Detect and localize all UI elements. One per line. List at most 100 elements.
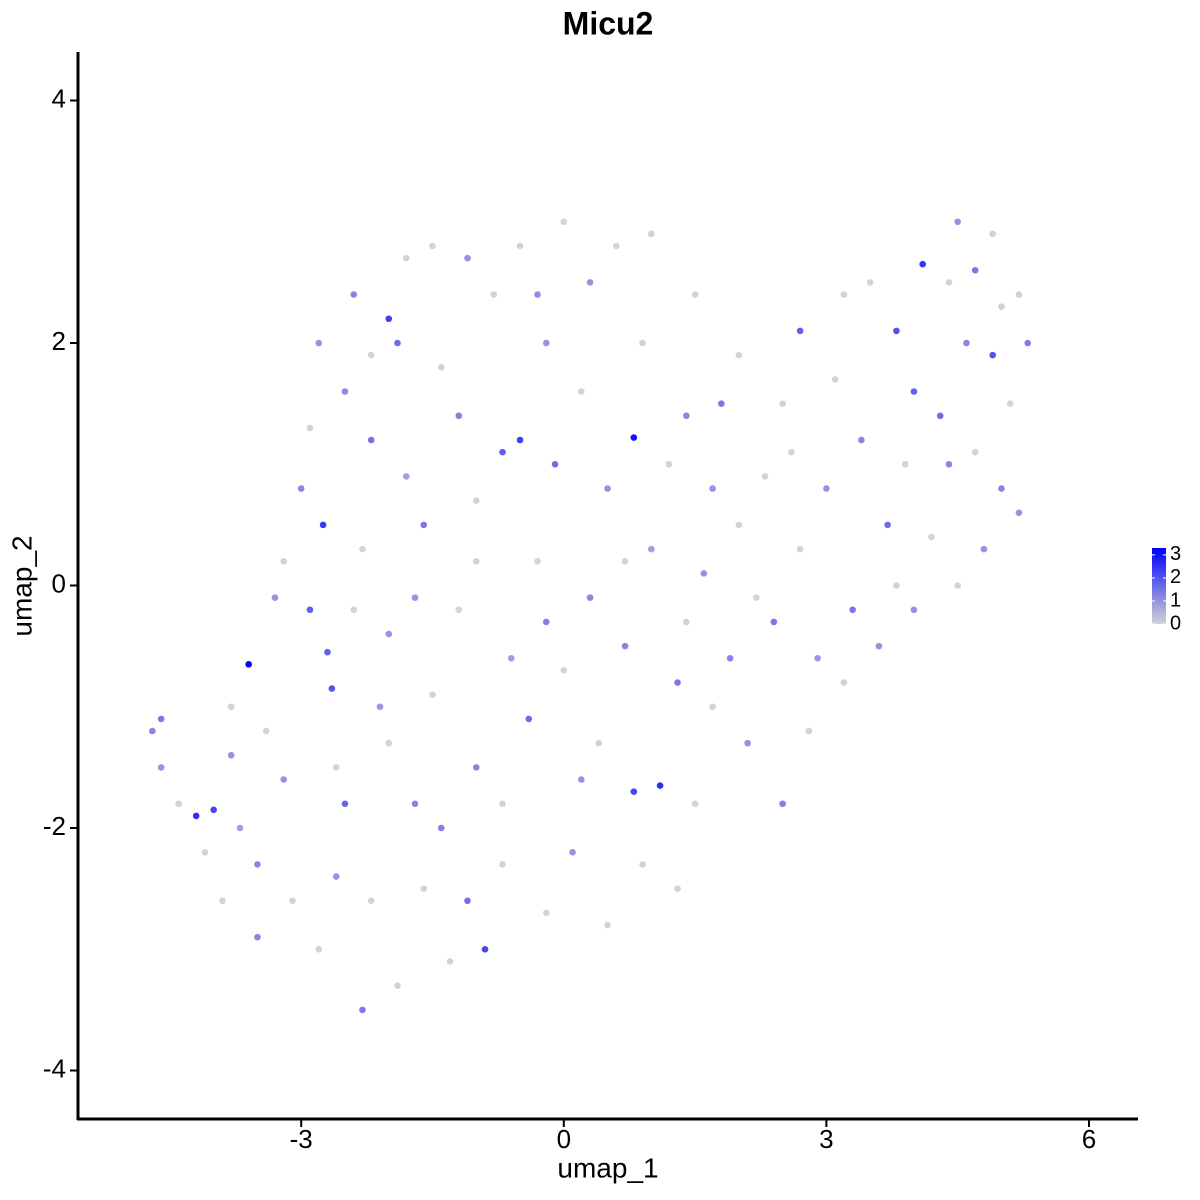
- point: [490, 291, 498, 298]
- point: [945, 460, 953, 468]
- point: [709, 703, 716, 711]
- point: [280, 557, 287, 565]
- point: [157, 764, 165, 771]
- y-tick-label: 4: [52, 83, 66, 113]
- point: [613, 242, 620, 250]
- point: [542, 618, 550, 626]
- point: [420, 885, 428, 892]
- point: [866, 279, 874, 286]
- point: [507, 654, 515, 662]
- point: [998, 485, 1005, 492]
- point: [499, 861, 506, 868]
- point: [823, 485, 830, 492]
- point: [271, 594, 279, 601]
- point: [796, 327, 804, 335]
- point: [971, 266, 979, 274]
- point: [367, 436, 375, 444]
- point: [367, 351, 375, 359]
- point: [674, 679, 681, 686]
- point: [945, 279, 953, 286]
- colorbar-tick-label: 1: [1170, 589, 1181, 611]
- point: [971, 448, 979, 456]
- point: [385, 630, 393, 638]
- y-tick-label: -2: [43, 811, 66, 841]
- point: [236, 824, 244, 832]
- point: [516, 242, 524, 250]
- point: [648, 230, 655, 238]
- x-axis-label: umap_1: [557, 1152, 658, 1183]
- point: [683, 618, 690, 626]
- point: [980, 545, 988, 553]
- point: [683, 412, 690, 420]
- point: [385, 739, 393, 747]
- point: [376, 703, 384, 711]
- point: [586, 279, 594, 286]
- point: [341, 800, 349, 808]
- point: [402, 473, 410, 480]
- point: [455, 606, 463, 614]
- point: [219, 897, 226, 905]
- point: [639, 861, 646, 868]
- point: [319, 521, 327, 529]
- point: [639, 339, 646, 347]
- point: [245, 661, 252, 668]
- point: [849, 606, 856, 614]
- point: [963, 339, 970, 347]
- point: [621, 557, 629, 565]
- point: [394, 982, 401, 989]
- point: [328, 685, 336, 692]
- point: [840, 291, 848, 298]
- point: [149, 727, 156, 735]
- point: [402, 254, 410, 262]
- point: [604, 921, 611, 929]
- point: [315, 339, 323, 347]
- point: [569, 848, 576, 856]
- point: [227, 703, 235, 711]
- point: [578, 388, 585, 395]
- point: [796, 545, 804, 553]
- point: [289, 897, 296, 905]
- point: [726, 654, 734, 662]
- point: [429, 691, 436, 698]
- point: [464, 897, 471, 905]
- chart-title: Micu2: [563, 5, 654, 41]
- point: [350, 291, 358, 298]
- x-tick-label: -3: [290, 1124, 313, 1154]
- point: [753, 594, 760, 601]
- point: [989, 351, 996, 359]
- point: [534, 291, 541, 298]
- point: [542, 909, 550, 917]
- point: [411, 594, 419, 601]
- point: [735, 521, 743, 529]
- point: [359, 545, 366, 553]
- point: [525, 715, 533, 723]
- x-tick-label: 3: [819, 1124, 833, 1154]
- point: [332, 873, 340, 880]
- point: [306, 606, 314, 614]
- colorbar-tick-label: 0: [1170, 612, 1181, 634]
- point: [499, 448, 506, 456]
- point: [884, 521, 891, 529]
- point: [770, 618, 778, 626]
- point: [788, 448, 795, 456]
- point: [674, 885, 681, 892]
- point: [665, 460, 673, 468]
- point: [910, 388, 918, 395]
- point: [385, 315, 393, 323]
- point: [516, 436, 524, 444]
- point: [560, 218, 568, 226]
- point: [595, 739, 603, 747]
- point: [297, 485, 305, 492]
- y-axis-label: umap_2: [6, 535, 37, 636]
- point: [455, 412, 463, 420]
- point: [805, 727, 813, 735]
- point: [709, 485, 716, 492]
- point: [472, 497, 480, 504]
- point: [341, 388, 349, 395]
- point: [893, 327, 900, 335]
- point: [420, 521, 428, 529]
- point: [411, 800, 419, 808]
- point: [779, 400, 786, 407]
- point: [157, 715, 165, 723]
